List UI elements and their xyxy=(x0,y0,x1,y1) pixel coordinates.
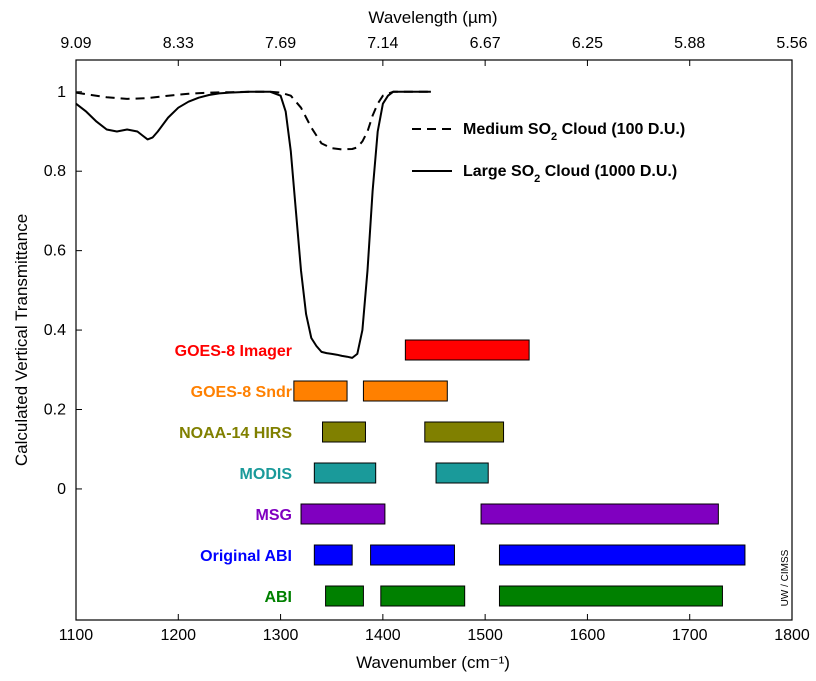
top-tick-label: 6.25 xyxy=(572,35,603,52)
instrument-label: ABI xyxy=(264,589,292,606)
y-axis-label: Calculated Vertical Transmittance xyxy=(12,214,31,466)
credit-label: UW / CIMSS xyxy=(780,549,791,606)
top-tick-label: 5.56 xyxy=(776,35,807,52)
instrument-label: Original ABI xyxy=(200,548,292,565)
y-tick-label: 0.4 xyxy=(44,322,66,339)
x-tick-label: 1600 xyxy=(570,627,606,644)
x-tick-label: 1100 xyxy=(59,627,94,644)
y-tick-label: 0 xyxy=(57,481,66,498)
instrument-band xyxy=(322,421,366,443)
instrument-band xyxy=(424,421,505,443)
x-tick-label: 1200 xyxy=(160,627,196,644)
x-tick-label: 1500 xyxy=(467,627,503,644)
instrument-label: GOES-8 Sndr xyxy=(191,384,292,401)
plot-frame xyxy=(75,59,793,621)
instrument-label: NOAA-14 HIRS xyxy=(179,425,292,442)
instrument-band xyxy=(498,544,746,566)
x-tick-label: 1300 xyxy=(263,627,299,644)
instrument-label: GOES-8 Imager xyxy=(175,343,292,360)
top-tick-label: 8.33 xyxy=(163,35,194,52)
y-tick-label: 1 xyxy=(57,84,66,101)
instrument-band xyxy=(293,380,348,402)
instrument-band xyxy=(313,462,377,484)
y-axis-ticks: 1 0.8 0.6 0.4 0.2 0 xyxy=(44,84,82,498)
top-axis-ticks: 9.09 8.33 7.69 7.14 6.67 6.25 5.88 5.56 xyxy=(60,35,808,66)
x-axis-ticks: 1100 1200 1300 1400 1500 1600 1700 1800 xyxy=(59,614,810,644)
legend-entry-label: Large SO2 Cloud (1000 D.U.) xyxy=(463,163,677,185)
y-tick-label: 0.6 xyxy=(44,243,66,260)
top-tick-label: 7.69 xyxy=(265,35,296,52)
instrument-band xyxy=(480,503,719,525)
instrument-label: MODIS xyxy=(240,466,293,483)
top-tick-label: 5.88 xyxy=(674,35,705,52)
x-tick-label: 1700 xyxy=(672,627,708,644)
top-axis-title: Wavelength (µm) xyxy=(368,8,497,27)
instrument-band xyxy=(435,462,489,484)
instrument-band xyxy=(370,544,455,566)
instrument-band xyxy=(498,585,723,607)
top-tick-label: 6.67 xyxy=(470,35,501,52)
series-lines xyxy=(75,90,431,359)
top-tick-label: 7.14 xyxy=(367,35,398,52)
large-so2-line xyxy=(75,90,431,359)
instrument-band xyxy=(362,380,448,402)
y-tick-label: 0.2 xyxy=(44,402,66,419)
instrument-bands: GOES-8 Imager GOES-8 Sndr NOAA-14 HIRS MODI… xyxy=(175,339,746,607)
top-tick-label: 9.09 xyxy=(60,35,91,52)
y-tick-label: 0.8 xyxy=(44,163,66,180)
instrument-band xyxy=(325,585,364,607)
x-axis-label: Wavenumber (cm⁻¹) xyxy=(356,653,510,672)
top-axis-label: Wavelength (µm) xyxy=(368,8,497,27)
medium-so2-line xyxy=(75,90,431,151)
instrument-band xyxy=(300,503,386,525)
instrument-band xyxy=(404,339,530,361)
instrument-band xyxy=(380,585,466,607)
x-tick-label: 1800 xyxy=(774,627,810,644)
instrument-band xyxy=(313,544,353,566)
legend: Medium SO2 Cloud (100 D.U.) Large SO2 Clo… xyxy=(412,121,685,185)
x-tick-label: 1400 xyxy=(365,627,401,644)
legend-entry-label: Medium SO2 Cloud (100 D.U.) xyxy=(463,121,685,143)
instrument-label: MSG xyxy=(256,507,292,524)
